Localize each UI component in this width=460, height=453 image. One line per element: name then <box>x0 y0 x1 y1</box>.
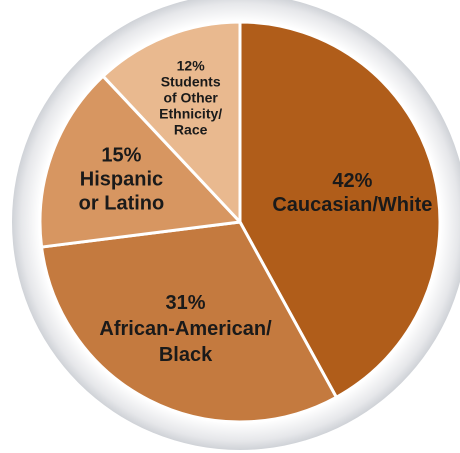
slice-percent: 42% <box>332 170 372 192</box>
slice-category-line: of Other <box>163 89 218 105</box>
slice-category-line: or Latino <box>79 192 165 214</box>
slice-category-line: Ethnicity/ <box>159 105 222 121</box>
slice-category-line: African-American/ <box>99 318 272 340</box>
slice-category-line: Caucasian/White <box>272 194 432 216</box>
slice-percent: 12% <box>177 57 206 73</box>
slice-category-line: Hispanic <box>80 168 163 190</box>
slice-percent: 15% <box>101 144 141 166</box>
slice-label-2: 15% Hispanic or Latino <box>79 144 165 214</box>
pie-slice-2 <box>38 74 242 249</box>
pie-slice-1 <box>40 220 338 424</box>
slice-category-line: Black <box>159 344 213 366</box>
slice-label-3: 12% Students of Other Ethnicity/Race <box>159 57 222 137</box>
slice-category-line: Students <box>161 73 221 89</box>
pie-slice-0 <box>238 20 442 399</box>
slice-category-line: Race <box>174 121 208 137</box>
slice-percent: 31% <box>166 292 206 314</box>
slice-label-0: 42% Caucasian/White <box>272 170 432 216</box>
slice-label-1: 31% African-American/Black <box>99 292 272 366</box>
pie-slice-3 <box>101 20 242 224</box>
